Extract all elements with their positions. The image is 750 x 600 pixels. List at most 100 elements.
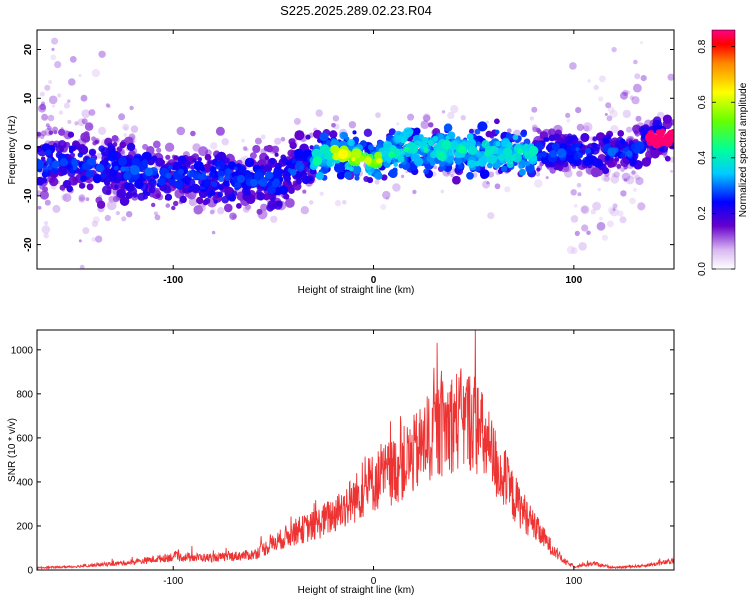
heatmap-cell <box>244 147 249 152</box>
heatmap-cell <box>100 172 107 179</box>
heatmap-cell <box>450 105 459 114</box>
heatmap-cell <box>299 165 304 170</box>
heatmap-cell <box>211 230 216 235</box>
heatmap-cell <box>403 127 414 138</box>
spectrogram-x-ticks: -100 0 100 <box>163 30 583 286</box>
heatmap-cell <box>393 162 398 167</box>
heatmap-cell <box>177 168 184 175</box>
heatmap-cell <box>577 153 583 159</box>
heatmap-cell <box>124 126 128 131</box>
heatmap-cell <box>207 160 212 165</box>
heatmap-cell <box>336 171 345 180</box>
y-tick-label: 400 <box>16 477 33 488</box>
snr-x-ticks: -100 0 100 <box>163 330 583 587</box>
heatmap-cell <box>519 168 526 176</box>
heatmap-cell <box>256 192 265 201</box>
heatmap-cell <box>192 158 197 163</box>
heatmap-cell <box>505 132 512 139</box>
heatmap-cell <box>158 178 166 186</box>
heatmap-cell <box>209 172 216 178</box>
heatmap-cell <box>427 139 434 146</box>
heatmap-cell <box>151 202 156 208</box>
heatmap-cell <box>48 278 53 283</box>
heatmap-cell <box>204 154 212 161</box>
heatmap-cell <box>581 206 588 213</box>
heatmap-cell <box>504 186 511 193</box>
heatmap-cell <box>187 187 193 193</box>
heatmap-cell <box>120 166 126 172</box>
heatmap-cell <box>243 189 251 196</box>
heatmap-cell <box>197 173 204 180</box>
heatmap-cell <box>130 125 139 133</box>
heatmap-cell <box>368 171 373 176</box>
heatmap-cell <box>622 109 631 119</box>
heatmap-cell <box>94 139 99 144</box>
heatmap-cell <box>556 148 567 159</box>
heatmap-cell <box>458 145 467 154</box>
heatmap-cell <box>52 204 61 213</box>
heatmap-cell <box>396 122 400 126</box>
heatmap-cell <box>548 128 556 136</box>
heatmap-cell <box>633 59 638 65</box>
heatmap-cell <box>582 156 592 167</box>
heatmap-cell <box>441 110 446 114</box>
heatmap-cell <box>334 163 344 173</box>
heatmap-cell <box>142 159 148 166</box>
heatmap-cell <box>651 138 662 149</box>
heatmap-cell <box>590 167 601 178</box>
heatmap-cell <box>84 122 94 131</box>
heatmap-cell <box>285 198 295 208</box>
heatmap-cell <box>566 118 571 123</box>
heatmap-cell <box>305 134 311 140</box>
heatmap-cell <box>137 183 143 190</box>
heatmap-cell <box>233 166 238 171</box>
heatmap-cell <box>111 135 119 142</box>
heatmap-cell <box>77 118 86 127</box>
heatmap-cell <box>612 208 616 212</box>
heatmap-cell <box>37 132 41 139</box>
heatmap-cell <box>238 166 246 174</box>
heatmap-cell <box>190 130 196 137</box>
heatmap-cell <box>42 165 49 172</box>
heatmap-cell <box>300 206 309 215</box>
heatmap-cell <box>466 172 474 180</box>
heatmap-cell <box>545 176 549 180</box>
heatmap-cell <box>309 145 314 150</box>
heatmap-cell <box>47 114 55 122</box>
heatmap-cell <box>224 176 230 181</box>
heatmap-cell <box>294 130 305 141</box>
heatmap-cell <box>177 155 187 165</box>
heatmap-cell <box>283 193 290 200</box>
y-tick-label: 800 <box>16 389 33 400</box>
heatmap-cell <box>202 179 211 188</box>
heatmap-cell <box>410 152 421 162</box>
heatmap-cell <box>92 174 102 184</box>
heatmap-cell <box>274 152 279 157</box>
heatmap-cell <box>412 189 417 195</box>
heatmap-cell <box>599 216 603 221</box>
heatmap-cell <box>91 220 99 228</box>
heatmap-cell <box>583 125 590 132</box>
heatmap-cell <box>69 56 77 63</box>
heatmap-cell <box>234 181 241 189</box>
heatmap-cell <box>629 197 636 205</box>
heatmap-cell <box>151 180 156 185</box>
heatmap-cell <box>610 174 620 184</box>
heatmap-cell <box>587 79 591 83</box>
heatmap-cell <box>229 212 237 220</box>
heatmap-cell <box>629 95 635 100</box>
heatmap-cell <box>179 195 187 203</box>
heatmap-cell <box>400 174 405 179</box>
snr-series-line <box>37 330 674 570</box>
heatmap-cell <box>37 159 44 169</box>
heatmap-cell <box>48 95 58 105</box>
heatmap-cell <box>102 185 112 195</box>
heatmap-cell <box>270 215 278 223</box>
heatmap-cell <box>481 140 490 149</box>
heatmap-cell <box>477 157 487 167</box>
heatmap-cell <box>623 178 628 182</box>
heatmap-cell <box>487 171 495 178</box>
heatmap-cell <box>523 151 530 157</box>
heatmap-cell <box>59 158 68 167</box>
heatmap-cell <box>619 216 627 224</box>
